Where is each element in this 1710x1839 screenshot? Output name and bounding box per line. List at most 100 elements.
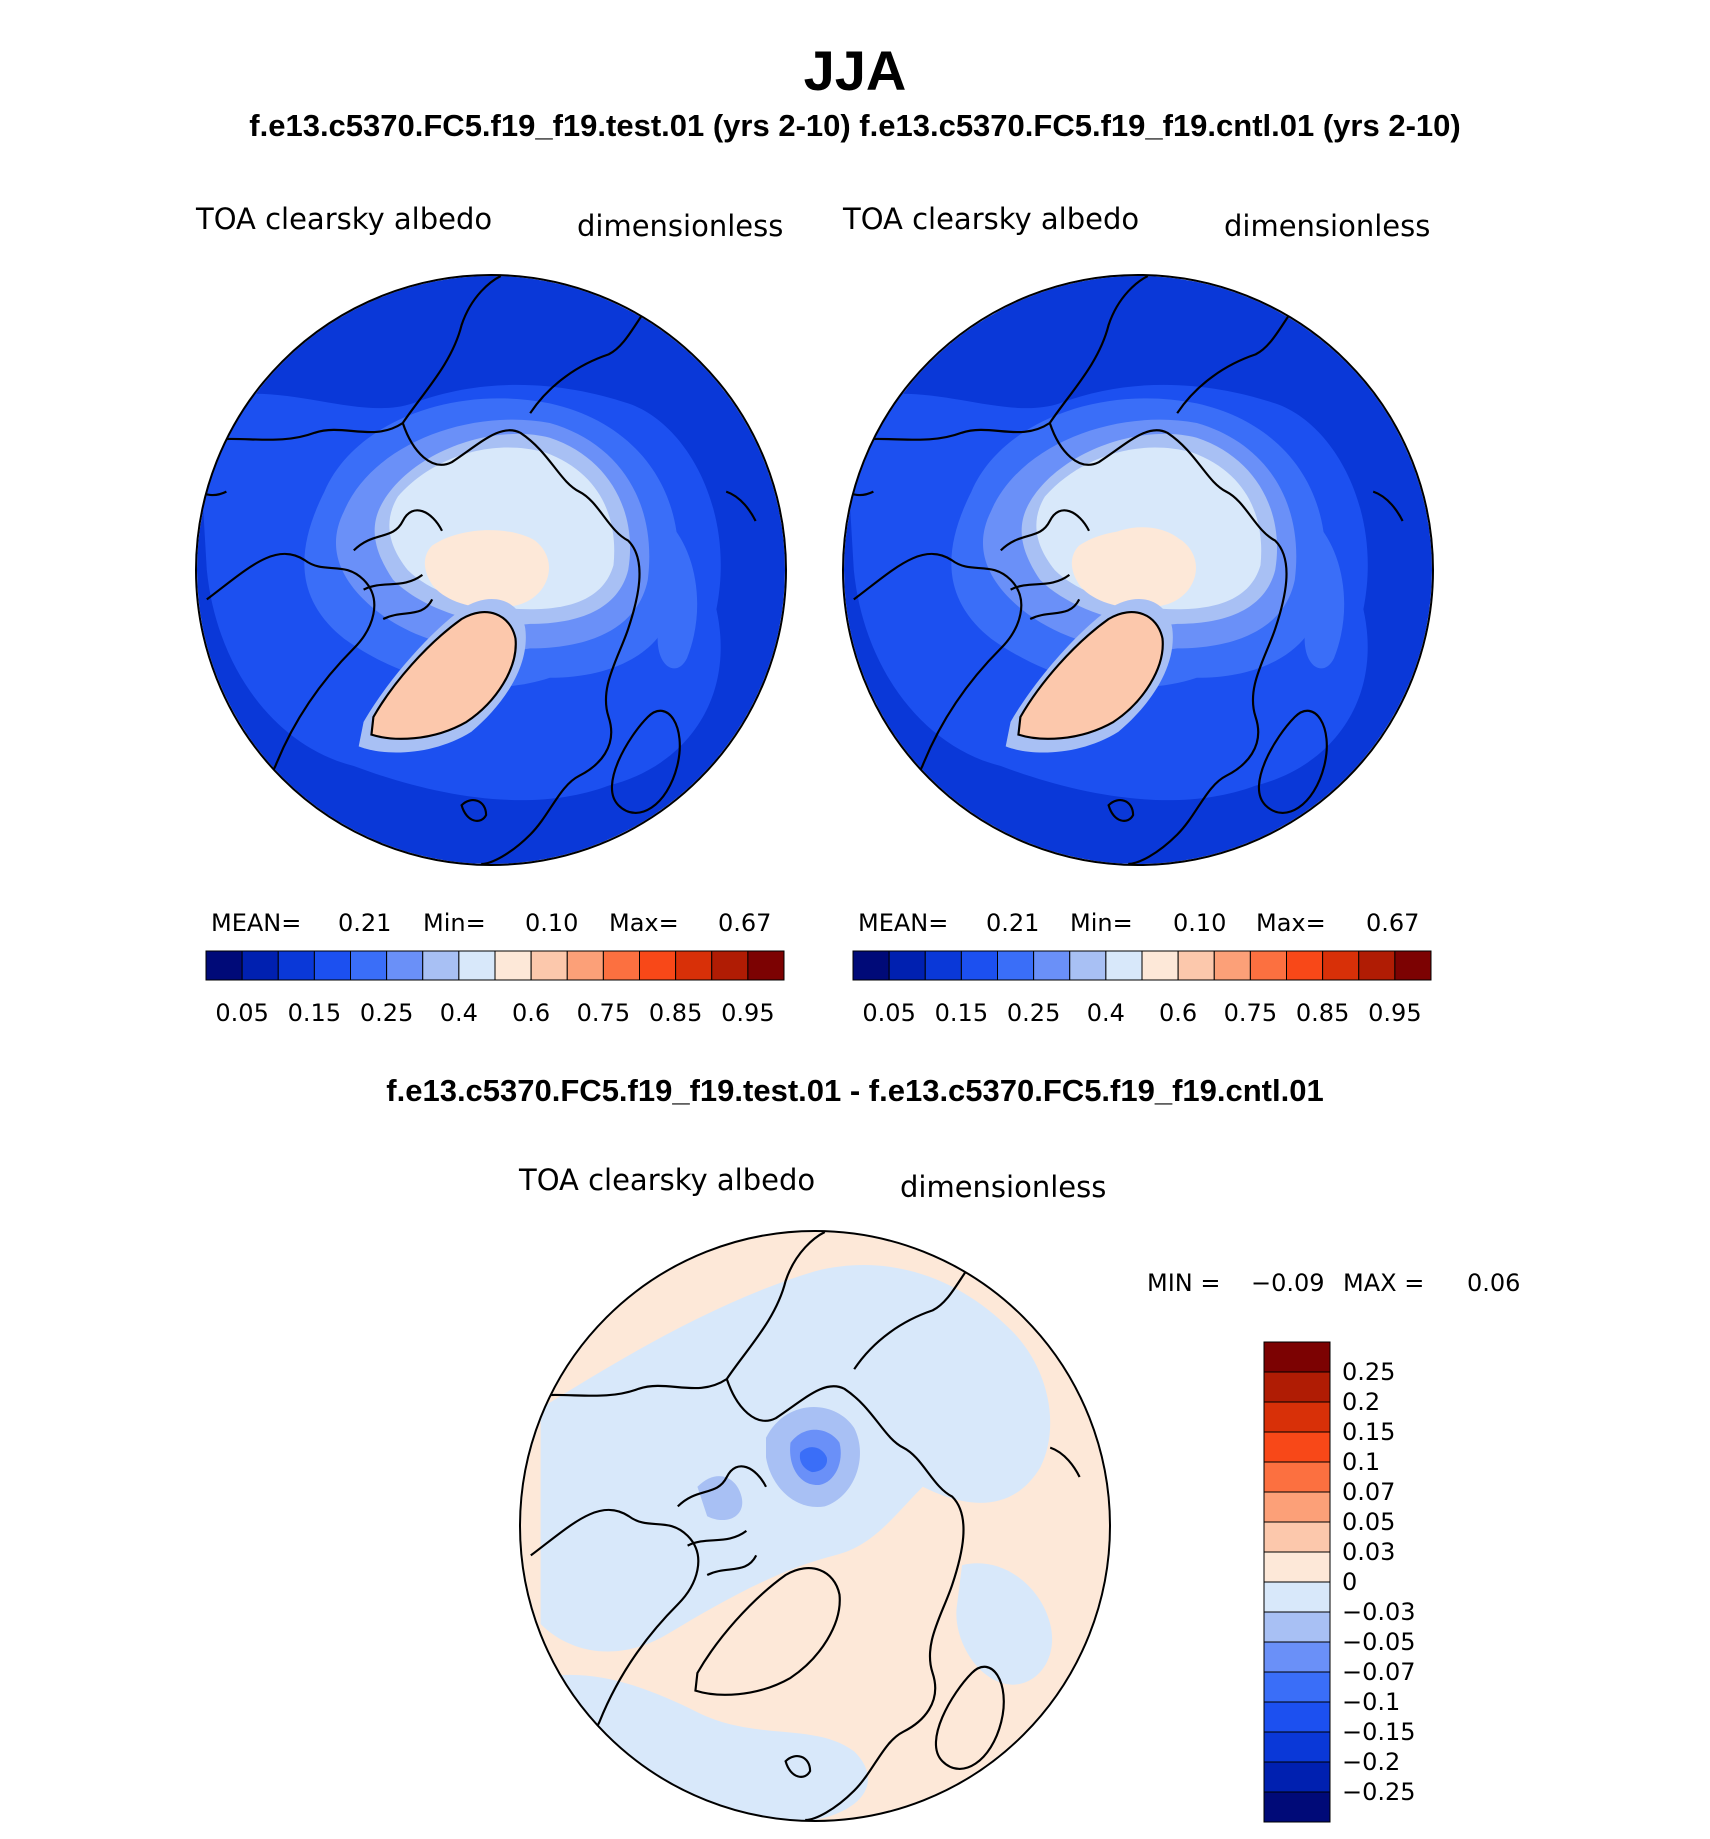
colorbar-tick-label: −0.07 — [1342, 1658, 1416, 1686]
colorbar-swatch — [1249, 950, 1287, 981]
colorbar-swatch — [1263, 1431, 1331, 1463]
colorbar-swatch — [422, 950, 460, 981]
colorbar-tick-label: 0.25 — [1342, 1358, 1395, 1386]
colorbar-swatch — [1263, 1791, 1331, 1823]
colorbar-swatch — [566, 950, 604, 981]
colorbar-tick-label: 0.95 — [1368, 999, 1421, 1027]
figure-subtitle: f.e13.c5370.FC5.f19_f19.test.01 (yrs 2-1… — [249, 108, 1461, 143]
colorbar-swatch — [711, 950, 749, 981]
svg-text:0.21: 0.21 — [338, 909, 391, 937]
colorbar-tick-label: −0.1 — [1342, 1688, 1400, 1716]
svg-text:MIN =: MIN = — [1147, 1269, 1220, 1297]
colorbar-tick-label: 0.4 — [440, 999, 478, 1027]
colorbar-swatch — [1263, 1671, 1331, 1703]
svg-text:Max=: Max= — [609, 909, 679, 937]
variable-label: TOA clearsky albedo — [518, 1163, 815, 1197]
colorbar-tick-label: 0.05 — [862, 999, 915, 1027]
svg-text:MAX =: MAX = — [1343, 1269, 1424, 1297]
colorbar-swatch — [1263, 1761, 1331, 1793]
colorbar-swatch — [1394, 950, 1432, 981]
colorbar-tick-label: 0.25 — [1007, 999, 1060, 1027]
colorbar-tick-label: −0.05 — [1342, 1628, 1416, 1656]
colorbar-tick-label: 0.75 — [1224, 999, 1277, 1027]
colorbar-swatch — [386, 950, 424, 981]
colorbar-tick-label: 0.05 — [1342, 1508, 1395, 1536]
colorbar-tick-label: −0.2 — [1342, 1748, 1400, 1776]
stats-line: MEAN= 0.21 Min= 0.10 Max= 0.67 — [858, 909, 1419, 937]
colorbar-swatch — [1263, 1371, 1331, 1403]
colorbar-tick-label: −0.15 — [1342, 1718, 1416, 1746]
colorbar-swatch — [1263, 1401, 1331, 1433]
colorbar-tick-label: 0 — [1342, 1568, 1357, 1596]
colorbar-swatch — [747, 950, 785, 981]
map-panel-control: TOA clearsky albedo dimensionless MEAN= … — [842, 202, 1434, 1027]
colorbar-swatch — [1358, 950, 1396, 981]
colorbar-tick-label: 0.95 — [721, 999, 774, 1027]
colorbar-swatch — [1263, 1611, 1331, 1643]
colorbar-swatch — [313, 950, 351, 981]
colorbar-swatch — [1069, 950, 1107, 981]
colorbar-swatch — [1141, 950, 1179, 981]
colorbar-difference: 0.250.20.150.10.070.050.030−0.03−0.05−0.… — [1263, 1341, 1416, 1823]
colorbar-swatch — [241, 950, 279, 981]
colorbar-swatch — [1177, 950, 1215, 981]
colorbar-tick-label: 0.85 — [1296, 999, 1349, 1027]
svg-text:MEAN=: MEAN= — [858, 909, 948, 937]
colorbar-swatch — [1263, 1491, 1331, 1523]
colorbar-swatch — [1263, 1701, 1331, 1733]
svg-text:Max=: Max= — [1256, 909, 1326, 937]
colorbar-tick-label: 0.07 — [1342, 1478, 1395, 1506]
difference-title: f.e13.c5370.FC5.f19_f19.test.01 - f.e13.… — [386, 1073, 1324, 1108]
colorbar-swatch — [1322, 950, 1360, 981]
colorbar-tick-label: 0.03 — [1342, 1538, 1395, 1566]
variable-label: TOA clearsky albedo — [842, 202, 1139, 236]
colorbar-swatch — [639, 950, 677, 981]
svg-text:−0.09: −0.09 — [1251, 1269, 1325, 1297]
colorbar-tick-label: 0.15 — [288, 999, 341, 1027]
colorbar-swatch — [1263, 1581, 1331, 1613]
svg-text:0.06: 0.06 — [1467, 1269, 1520, 1297]
albedo-map-control — [843, 275, 1433, 865]
stats-line: MIN = −0.09 MAX = 0.06 — [1147, 1269, 1520, 1297]
colorbar-swatch — [1263, 1731, 1331, 1763]
colorbar-swatch — [852, 950, 890, 981]
colorbar-tick-label: 0.6 — [512, 999, 550, 1027]
colorbar-swatch — [1105, 950, 1143, 981]
colorbar-tick-label: 0.75 — [577, 999, 630, 1027]
svg-text:0.67: 0.67 — [1366, 909, 1419, 937]
colorbar-tick-label: 0.1 — [1342, 1448, 1380, 1476]
colorbar-swatch — [1213, 950, 1251, 981]
units-label: dimensionless — [577, 209, 783, 243]
colorbar-swatch — [602, 950, 640, 981]
stats-line: MEAN= 0.21 Min= 0.10 Max= 0.67 — [211, 909, 771, 937]
colorbar-tick-label: −0.25 — [1342, 1778, 1416, 1806]
units-label: dimensionless — [900, 1170, 1106, 1204]
units-label: dimensionless — [1224, 209, 1430, 243]
colorbar-swatch — [1033, 950, 1071, 981]
svg-text:Min=: Min= — [423, 909, 486, 937]
svg-text:0.10: 0.10 — [525, 909, 578, 937]
colorbar-tick-label: 0.4 — [1087, 999, 1125, 1027]
colorbar-swatch — [350, 950, 388, 981]
colorbar-tick-label: 0.05 — [215, 999, 268, 1027]
albedo-map-test — [196, 275, 786, 865]
figure-title: JJA — [803, 39, 907, 102]
colorbar-swatch — [1263, 1341, 1331, 1373]
colorbar-swatch — [277, 950, 315, 981]
colorbar-tick-label: −0.03 — [1342, 1598, 1416, 1626]
map-panel-difference: TOA clearsky albedo dimensionless MIN = … — [518, 1163, 1520, 1823]
colorbar-swatch — [1263, 1461, 1331, 1493]
colorbar-tick-label: 0.6 — [1159, 999, 1197, 1027]
colorbar-swatch — [1286, 950, 1324, 981]
svg-text:MEAN=: MEAN= — [211, 909, 301, 937]
colorbar-swatch — [1263, 1551, 1331, 1583]
colorbar-test: 0.05 0.15 0.25 0.4 0.6 0.75 0.85 0.95 — [205, 950, 785, 1027]
variable-label: TOA clearsky albedo — [195, 202, 492, 236]
colorbar-swatch — [1263, 1641, 1331, 1673]
colorbar-control: 0.05 0.15 0.25 0.4 0.6 0.75 0.85 0.95 — [852, 950, 1432, 1027]
colorbar-swatch — [997, 950, 1035, 981]
colorbar-tick-label: 0.2 — [1342, 1388, 1380, 1416]
colorbar-swatch — [924, 950, 962, 981]
colorbar-tick-label: 0.25 — [360, 999, 413, 1027]
svg-text:0.10: 0.10 — [1173, 909, 1226, 937]
